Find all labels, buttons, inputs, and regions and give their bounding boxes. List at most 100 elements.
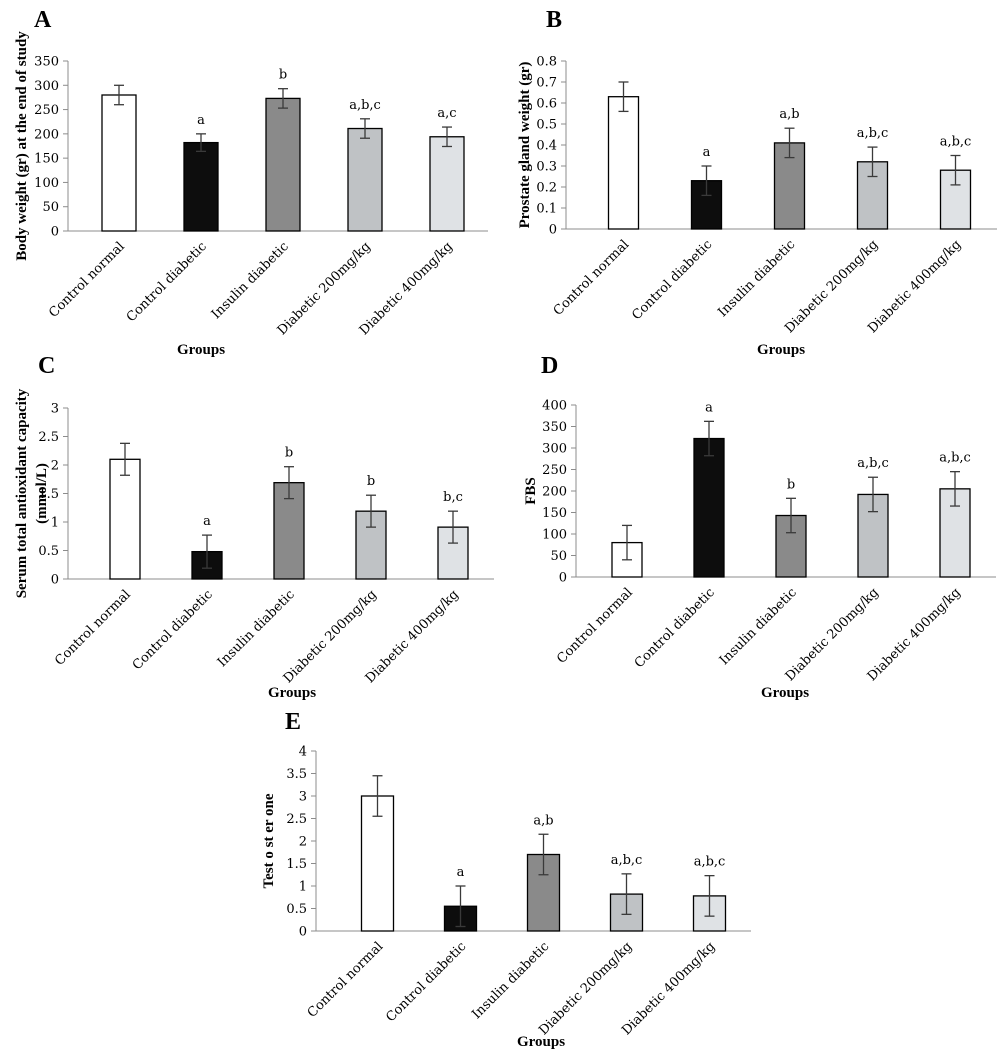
y-tick-label: 3.5 [286,767,307,782]
significance-label: a,b,c [694,855,726,870]
error-bar [950,154,961,186]
y-tick-label: 350 [542,420,567,435]
error-bar [448,510,458,544]
bar-d-1 [693,437,725,578]
x-axis-title: Groups [761,685,809,701]
y-tick-label: 0 [299,925,307,940]
category-label: Diabetic 400mg/kg [865,585,964,684]
y-tick-label: 0 [549,223,557,238]
y-tick-label: 0.5 [536,118,557,133]
error-bar [701,165,712,197]
y-tick-label: 1 [51,516,59,531]
category-label: Diabetic 200mg/kg [275,239,374,338]
y-tick-label: 0.8 [536,55,557,70]
error-bar [867,146,878,178]
y-tick-label: 3 [299,790,307,805]
panel-e-letter: E [285,709,301,735]
y-tick-label: 2.5 [38,430,59,445]
significance-label: b [367,474,375,489]
error-bar [868,476,878,513]
error-bar [538,833,549,876]
category-label: Diabetic 400mg/kg [619,939,718,1038]
significance-label: a [203,514,211,529]
error-bar [372,775,383,817]
x-axis-title: Groups [517,1034,565,1050]
category-label: Diabetic 400mg/kg [363,587,462,686]
panel-b-letter: B [546,7,562,33]
error-bar [202,534,212,569]
category-label: Control normal [305,939,387,1021]
x-axis-title: Groups [177,342,225,358]
y-tick-label: 0.3 [536,160,557,175]
significance-label: a [703,145,711,160]
category-label: Control normal [46,239,128,321]
panel-c-letter: C [38,353,55,379]
error-bar [622,524,632,561]
error-bar [704,420,714,457]
category-label: Control diabetic [383,939,469,1025]
category-label: Control diabetic [629,237,715,323]
y-tick-label: 0.6 [536,97,557,112]
y-tick-label: 0.4 [536,139,557,154]
bar-a-2 [265,97,301,232]
significance-label: a,b,c [611,853,643,868]
significance-label: b [787,477,795,492]
bar-a-1 [183,141,219,232]
error-bar [114,84,124,106]
y-tick-label: 1 [299,880,307,895]
error-bar [284,466,294,500]
y-tick-label: 100 [34,176,59,191]
y-tick-label: 100 [542,528,567,543]
error-bar [196,133,206,152]
y-tick-label: 200 [34,127,59,142]
significance-label: a [705,400,713,415]
error-bar [366,494,376,528]
y-tick-label: 1.5 [38,487,59,502]
y-axis-title: Body weight (gr) at the end of study [14,31,30,261]
category-label: Control diabetic [632,585,718,671]
category-label: Diabetic 200mg/kg [783,585,882,684]
y-tick-label: 400 [542,399,567,414]
y-tick-label: 350 [34,55,59,70]
error-bar [360,118,370,139]
y-tick-label: 0 [51,573,59,588]
significance-label: a,b [533,813,553,828]
x-axis-title: Groups [268,685,316,701]
panel-d-letter: D [541,353,558,379]
y-axis-title: FBS [523,477,539,505]
significance-label: b [285,446,293,461]
significance-label: a [457,865,465,880]
significance-label: a,b,c [857,456,889,471]
y-tick-label: 150 [34,152,59,167]
category-label: Diabetic 200mg/kg [281,587,380,686]
y-tick-label: 300 [542,442,567,457]
y-tick-label: 0.5 [38,544,59,559]
category-label: Insulin diabetic [469,939,552,1022]
error-bar [442,126,452,148]
bar-e-0 [360,795,395,932]
y-tick-label: 4 [299,745,307,760]
category-label: Insulin diabetic [717,585,800,668]
category-label: Control normal [554,585,636,667]
y-tick-label: 0.2 [536,181,557,196]
significance-label: b [279,68,287,83]
category-label: Diabetic 400mg/kg [865,237,964,336]
bar-c-0 [109,458,141,580]
error-bar [120,442,130,476]
error-bar [786,497,796,534]
x-axis-title: Groups [757,342,805,358]
category-label: Control diabetic [130,587,216,673]
error-bar [621,873,632,915]
category-label: Control diabetic [124,239,210,325]
y-tick-label: 250 [542,463,567,478]
y-tick-label: 2.5 [286,812,307,827]
y-tick-label: 0 [51,225,59,240]
error-bar [950,470,960,507]
significance-label: a,b,c [939,451,971,466]
error-bar [455,885,466,928]
bar-a-4 [429,136,465,232]
category-label: Insulin diabetic [215,587,298,670]
